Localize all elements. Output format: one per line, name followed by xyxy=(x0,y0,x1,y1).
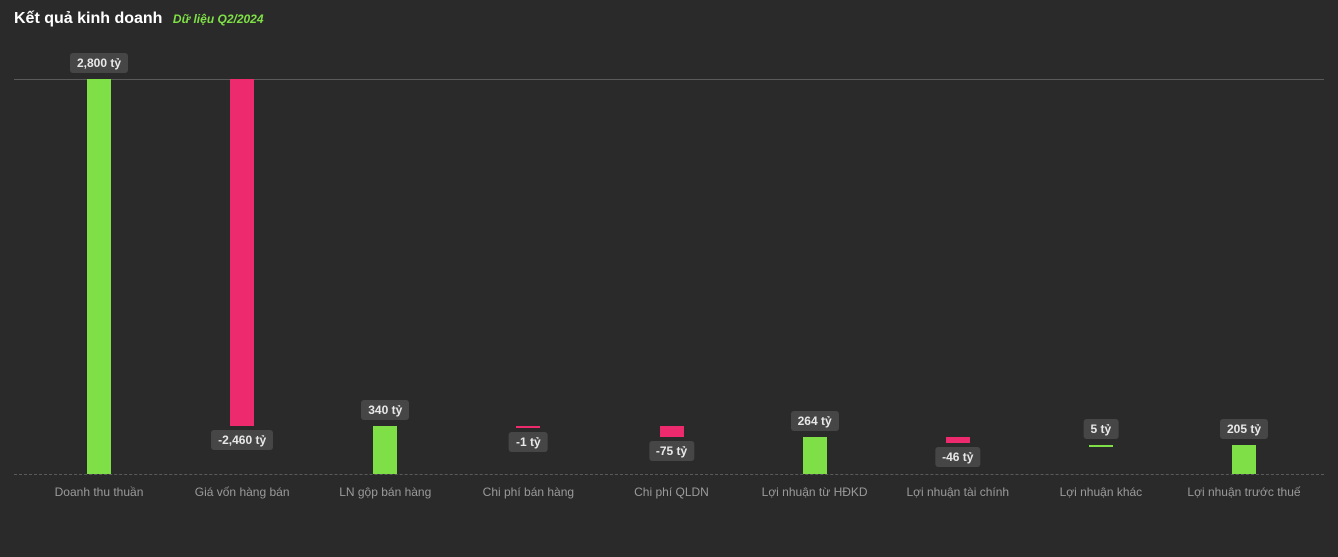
chart-header: Kết quả kinh doanh Dữ liệu Q2/2024 xyxy=(14,10,1324,28)
x-label-8: Lợi nhuận trước thuế xyxy=(1184,485,1304,501)
x-label-0: Doanh thu thuần xyxy=(39,485,159,501)
bar-2 xyxy=(373,426,397,474)
bar-label-6: -46 tỷ xyxy=(935,447,980,467)
x-label-1: Giá vốn hàng bán xyxy=(182,485,302,501)
bar-label-8: 205 tỷ xyxy=(1220,419,1268,439)
bar-5 xyxy=(803,437,827,474)
chart-subtitle: Dữ liệu Q2/2024 xyxy=(173,12,264,26)
bar-7 xyxy=(1089,445,1113,447)
chart-container: Kết quả kinh doanh Dữ liệu Q2/2024 2,800… xyxy=(0,0,1338,557)
chart-area: 2,800 tỷ -2,460 tỷ 340 tỷ -1 tỷ -75 tỷ 264 tỷ… xyxy=(14,34,1324,529)
x-label-4: Chi phí QLDN xyxy=(612,485,732,501)
gridline-top xyxy=(14,79,1324,80)
bar-6 xyxy=(946,437,970,443)
bar-0 xyxy=(87,79,111,474)
x-label-2: LN gộp bán hàng xyxy=(325,485,445,501)
bar-label-4: -75 tỷ xyxy=(649,441,694,461)
x-label-7: Lợi nhuận khác xyxy=(1041,485,1161,501)
x-label-6: Lợi nhuận tài chính xyxy=(898,485,1018,501)
bar-label-2: 340 tỷ xyxy=(361,400,409,420)
x-label-5: Lợi nhuận từ HĐKD xyxy=(755,485,875,501)
bar-1 xyxy=(230,79,254,426)
bar-label-5: 264 tỷ xyxy=(791,411,839,431)
bar-label-0: 2,800 tỷ xyxy=(70,53,128,73)
x-label-3: Chi phí bán hàng xyxy=(468,485,588,501)
baseline xyxy=(14,474,1324,475)
chart-title: Kết quả kinh doanh xyxy=(14,10,162,27)
bar-label-1: -2,460 tỷ xyxy=(211,430,273,450)
bar-8 xyxy=(1232,445,1256,474)
bar-label-3: -1 tỷ xyxy=(509,432,548,452)
bar-label-7: 5 tỷ xyxy=(1084,419,1119,439)
chart-plot: 2,800 tỷ -2,460 tỷ 340 tỷ -1 tỷ -75 tỷ 264 tỷ… xyxy=(14,34,1324,479)
bar-3 xyxy=(516,426,540,428)
bar-4 xyxy=(660,426,684,437)
